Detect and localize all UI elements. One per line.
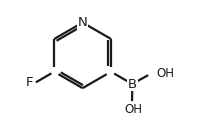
Text: N: N xyxy=(78,16,88,29)
Text: F: F xyxy=(25,76,33,89)
Text: B: B xyxy=(128,78,137,91)
Text: OH: OH xyxy=(125,103,143,116)
Text: OH: OH xyxy=(156,67,174,80)
